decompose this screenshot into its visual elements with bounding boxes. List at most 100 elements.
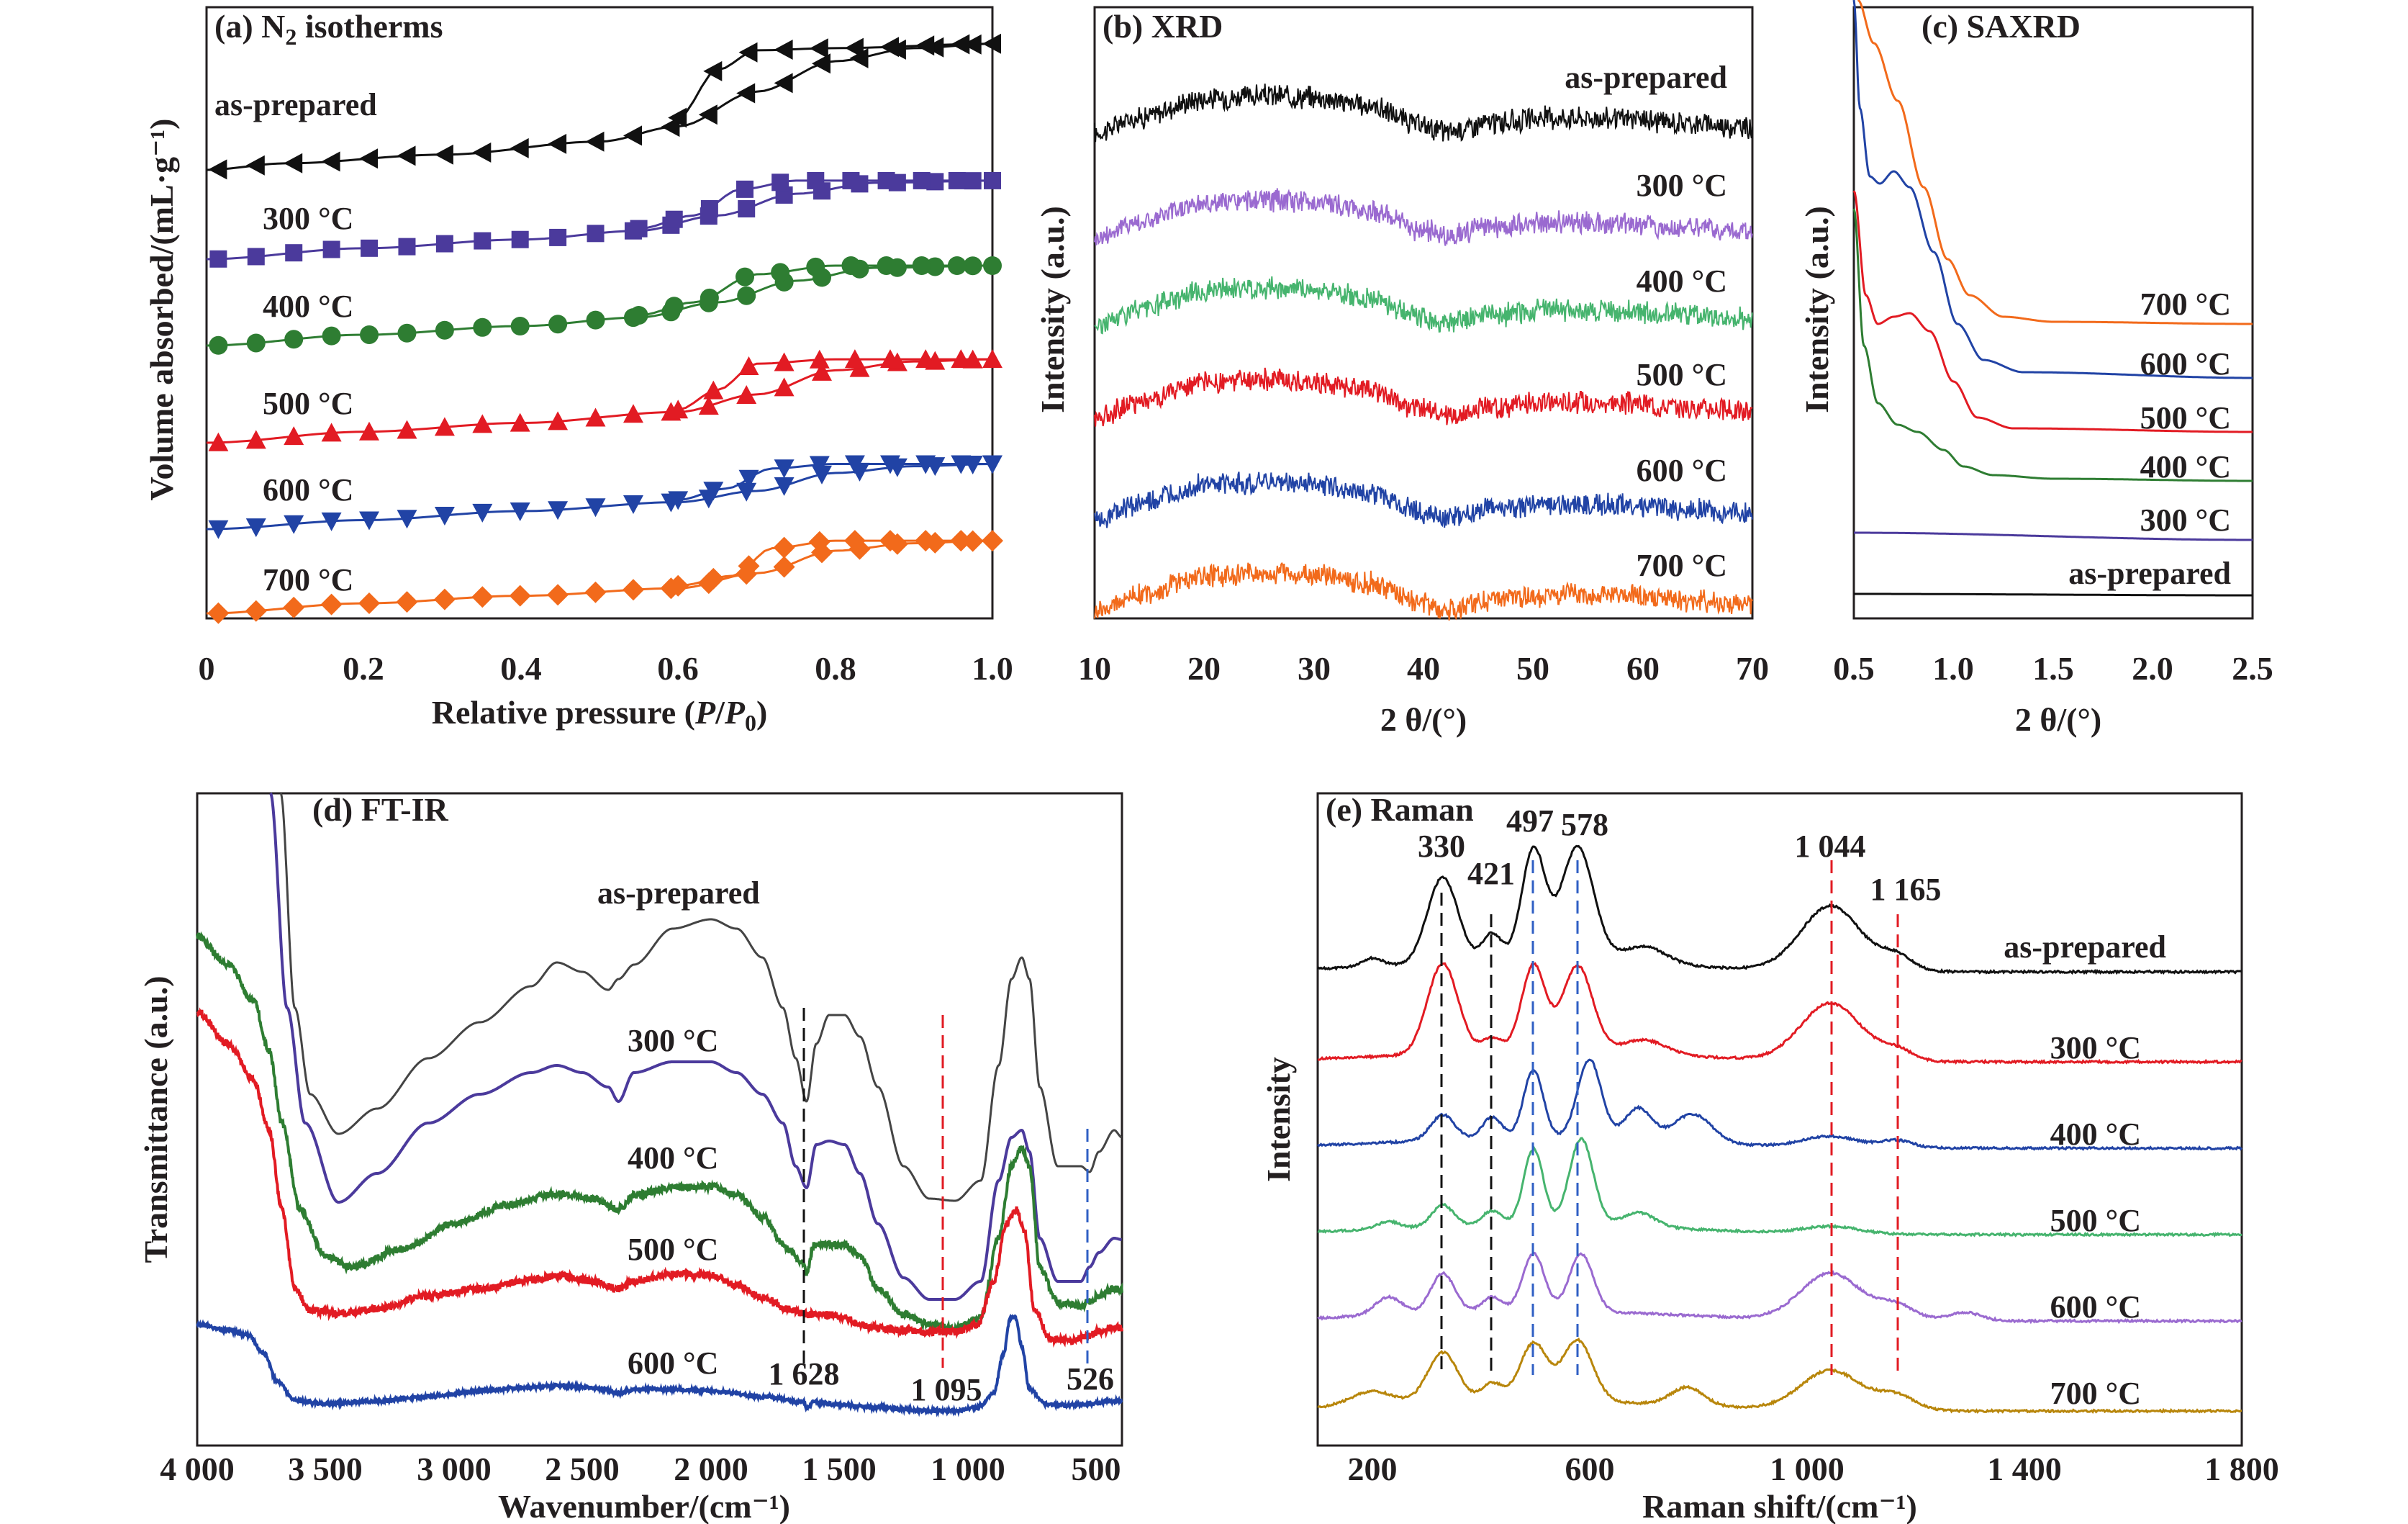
ftir-spectrum-line	[196, 931, 1123, 1336]
isotherm-point	[434, 417, 455, 436]
x-tick-label: 10	[1078, 650, 1111, 687]
series-label: as-prepared	[2004, 929, 2166, 965]
series-label: 300 °C	[2050, 1030, 2141, 1065]
series-label: 500 °C	[2050, 1203, 2141, 1238]
isotherm-point	[771, 173, 789, 191]
x-tick-label: 0	[199, 650, 215, 687]
isotherm-point	[667, 574, 689, 597]
annotation-1095: 1 095	[911, 1372, 982, 1407]
x-tick-label: 2 500	[545, 1451, 620, 1487]
isotherm-point	[849, 48, 869, 68]
annotation-1044: 1 044	[1795, 829, 1866, 864]
series-label: 700 °C	[2140, 287, 2231, 322]
xrd-pattern-line	[1094, 367, 1753, 427]
isotherm-point	[547, 584, 569, 606]
isotherm-point	[548, 315, 568, 334]
isotherm-point	[208, 159, 227, 180]
isotherm-point	[807, 171, 825, 189]
x-tick-label: 0.8	[815, 650, 856, 687]
isotherm-point	[284, 515, 304, 534]
isotherm-point	[844, 37, 864, 58]
isotherm-point	[812, 53, 830, 74]
xrd-pattern-line	[1094, 188, 1753, 246]
isotherm-point	[661, 117, 680, 137]
isotherm-point	[668, 400, 689, 419]
annotation-330: 330	[1418, 829, 1465, 864]
isotherm-point	[585, 407, 606, 427]
panel-a-series	[206, 33, 1003, 624]
x-tick-label: 200	[1348, 1451, 1398, 1487]
isotherm-point	[703, 380, 724, 400]
isotherm-desorption-line	[677, 358, 992, 411]
isotherm-point	[434, 507, 455, 526]
series-label: 700 °C	[2050, 1376, 2141, 1411]
isotherm-point	[735, 267, 755, 287]
isotherm-point	[629, 306, 648, 325]
panel-e-ylabel: Intensity	[1260, 1057, 1297, 1182]
isotherm-point	[913, 171, 931, 189]
isotherm-point	[982, 349, 1002, 369]
isotherm-point	[879, 530, 901, 552]
series-label: as-prepared	[597, 875, 760, 911]
panel-b-title: (b) XRD	[1103, 8, 1223, 45]
isotherm-point	[982, 530, 1003, 552]
series-label: 500 °C	[628, 1232, 718, 1267]
isotherm-point	[964, 172, 982, 190]
isotherm-point	[738, 42, 758, 63]
series-label: 400 °C	[2050, 1117, 2141, 1152]
isotherm-point	[915, 530, 937, 552]
series-label: as-prepared	[1565, 60, 1727, 95]
isotherm-point	[473, 317, 492, 337]
isotherm-point	[207, 602, 230, 624]
panel-b-xlabel: 2 θ/(°)	[1380, 701, 1467, 738]
x-tick-label: 1 000	[931, 1451, 1005, 1487]
isotherm-point	[322, 326, 341, 346]
panel-c-series-labels: 700 °C 600 °C 500 °C 400 °C 300 °C as-pr…	[2068, 287, 2231, 591]
isotherm-point	[698, 396, 719, 415]
isotherm-point	[397, 145, 416, 166]
isotherm-point	[774, 459, 795, 479]
isotherm-point	[951, 349, 972, 369]
xrd-pattern-line	[1094, 84, 1753, 143]
isotherm-point	[963, 256, 982, 276]
isotherm-point	[880, 37, 899, 58]
isotherm-point	[209, 250, 227, 268]
isotherm-point	[209, 335, 228, 355]
ftir-spectrum-line	[196, 1007, 1123, 1348]
x-tick-label: 1.0	[1932, 650, 1974, 687]
series-label: 300 °C	[263, 201, 353, 236]
saxrd-curve-line	[1852, 0, 2253, 379]
x-tick-label: 4 000	[160, 1451, 235, 1487]
panel-a-title: (a) N2 isotherms	[214, 8, 443, 50]
xrd-pattern-line	[1094, 562, 1753, 621]
isotherm-point	[245, 155, 265, 176]
xrd-pattern-line	[1094, 472, 1753, 528]
panel-d-series	[196, 792, 1123, 1418]
isotherm-point	[877, 256, 896, 275]
isotherm-point	[665, 210, 683, 228]
isotherm-point	[397, 510, 417, 529]
isotherm-point	[983, 256, 1002, 275]
isotherm-point	[703, 60, 723, 81]
saxrd-curve-line	[1857, 0, 2253, 325]
series-label: 600 °C	[263, 472, 353, 508]
raman-spectrum-line	[1317, 1251, 2242, 1325]
x-tick-label: 1.5	[2032, 650, 2074, 687]
x-tick-label: 0.6	[657, 650, 699, 687]
isotherm-point	[284, 330, 304, 349]
isotherm-point	[474, 232, 492, 250]
isotherm-point	[877, 171, 895, 189]
isotherm-point	[397, 420, 417, 439]
isotherm-point	[358, 592, 380, 614]
panel-c-title: (c) SAXRD	[1922, 8, 2081, 45]
isotherm-point	[880, 455, 900, 474]
x-tick-label: 0.2	[343, 650, 384, 687]
isotherm-point	[948, 171, 966, 189]
x-tick-label: 0.5	[1833, 650, 1875, 687]
isotherm-point	[915, 35, 935, 56]
series-label: 600 °C	[1637, 453, 1727, 488]
x-tick-label: 1 000	[1770, 1451, 1845, 1487]
isotherm-point	[950, 530, 972, 552]
isotherm-point	[773, 556, 795, 578]
saxrd-curve-line	[1854, 531, 2253, 541]
